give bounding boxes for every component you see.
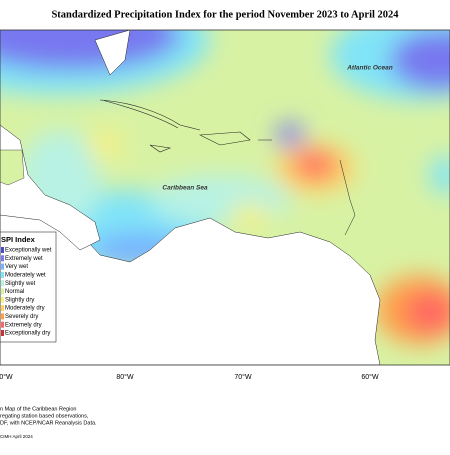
footer-line: DF, with NCEP/NCAR Reanalysis Data.: [0, 420, 97, 426]
longitude-labels: 0°W 80°W 70°W 60°W: [0, 373, 379, 381]
yucatan: [0, 149, 25, 186]
legend-label: Exceptionally dry: [5, 331, 50, 337]
legend-swatch: [1, 271, 4, 278]
legend-swatch: [1, 305, 4, 312]
florida: [94, 30, 131, 76]
legend-swatch: [1, 296, 4, 303]
legend-label: Moderately wet: [5, 272, 46, 278]
legend-box: [0, 231, 57, 343]
islands: [149, 131, 272, 153]
legend-swatch: [1, 313, 4, 320]
legend-swatch: [1, 330, 4, 336]
lesser-antilles: [339, 159, 356, 236]
legend-label: Moderately dry: [5, 306, 45, 312]
longitude-label: 60°W: [361, 373, 379, 381]
ocean-label: Atlantic Ocean: [346, 65, 393, 72]
longitude-label: 80°W: [116, 373, 134, 381]
footer-line: regating station based observations,: [0, 413, 89, 419]
legend-swatch: [1, 247, 4, 253]
map-frame: [0, 29, 450, 366]
legend-swatch: [1, 321, 4, 328]
longitude-label: 70°W: [234, 373, 252, 381]
legend-label: Extremely dry: [5, 322, 42, 328]
map-title: Standardized Precipitation Index for the…: [51, 9, 399, 20]
sea-label: Caribbean Sea: [162, 185, 208, 192]
legend-title: SPI Index: [1, 235, 36, 244]
legend-swatch: [1, 288, 4, 295]
longitude-label: 0°W: [0, 373, 13, 381]
cuba: [99, 99, 201, 131]
legend-swatch: [1, 255, 4, 262]
footer-line: CIMH April 2024: [0, 434, 33, 439]
land-central-america: [0, 124, 101, 251]
legend-label: Exceptionally wet: [5, 248, 52, 254]
legend-label: Normal: [5, 289, 24, 295]
map: Atlantic Ocean Caribbean Sea SPI Index E…: [0, 30, 450, 365]
legend-items: Exceptionally wet Extremely wet Very wet Mo…: [1, 247, 52, 337]
legend-label: Very wet: [5, 264, 28, 270]
legend-label: Slightly dry: [5, 297, 34, 303]
legend-label: Extremely wet: [5, 256, 43, 262]
legend-swatch: [1, 263, 4, 270]
footer-line: n Map of the Caribbean Region: [0, 406, 76, 412]
legend-swatch: [1, 280, 4, 287]
legend-label: Severely dry: [5, 314, 38, 320]
land-south-america: [0, 204, 381, 365]
legend-label: Slightly wet: [5, 281, 36, 287]
